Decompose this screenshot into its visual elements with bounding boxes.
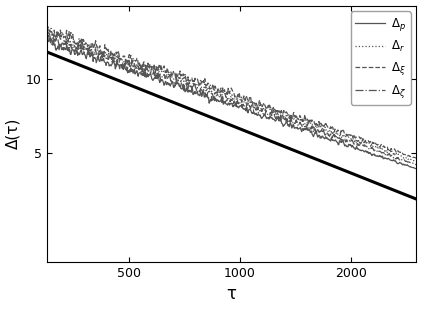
X-axis label: τ: τ	[227, 286, 237, 303]
$\Delta_r$	[263, 110, 268, 113]
Legend: $\Delta_p$, $\Delta_r$, $\Delta_\xi$, $\Delta_\zeta$: $\Delta_p$, $\Delta_r$, $\Delta_\xi$, $\…	[351, 11, 411, 105]
$\Delta_r$	[323, 128, 328, 132]
Line: $\Delta_\xi$: $\Delta_\xi$	[47, 27, 417, 158]
$\Delta_r$	[292, 116, 297, 120]
$\Delta_p$	[47, 36, 52, 40]
$\Delta_r$	[212, 88, 217, 92]
$\Delta_\zeta$	[323, 133, 328, 136]
$\Delta_p$	[212, 99, 217, 103]
$\Delta_\xi$	[44, 29, 49, 32]
$\Delta_p$	[323, 135, 328, 138]
$\Delta_p$	[292, 126, 297, 130]
$\Delta_\zeta$	[44, 35, 49, 39]
$\Delta_r$	[49, 27, 54, 30]
$\Delta_p$	[44, 40, 49, 43]
Line: $\Delta_\zeta$: $\Delta_\zeta$	[47, 32, 417, 165]
$\Delta_\xi$	[414, 156, 419, 160]
$\Delta_r$	[44, 32, 49, 36]
$\Delta_\zeta$	[140, 67, 145, 70]
$\Delta_p$	[110, 58, 115, 62]
$\Delta_\zeta$	[110, 56, 115, 60]
$\Delta_p$	[140, 72, 145, 75]
$\Delta_\xi$	[323, 121, 328, 124]
$\Delta_r$	[414, 159, 419, 163]
$\Delta_\zeta$	[47, 31, 52, 34]
$\Delta_p$	[263, 114, 268, 118]
Line: $\Delta_p$: $\Delta_p$	[47, 38, 417, 169]
$\Delta_\xi$	[140, 63, 145, 66]
$\Delta_\xi$	[263, 104, 268, 108]
$\Delta_p$	[414, 167, 419, 171]
$\Delta_\zeta$	[212, 91, 217, 95]
$\Delta_\zeta$	[263, 112, 268, 116]
$\Delta_\xi$	[292, 113, 297, 116]
$\Delta_\zeta$	[292, 121, 297, 124]
$\Delta_\xi$	[46, 25, 51, 29]
Line: $\Delta_r$: $\Delta_r$	[47, 28, 417, 161]
$\Delta_\xi$	[110, 51, 115, 55]
$\Delta_r$	[110, 55, 115, 59]
Y-axis label: Δ(τ): Δ(τ)	[5, 118, 21, 150]
$\Delta_r$	[140, 64, 145, 67]
$\Delta_\zeta$	[414, 163, 419, 167]
$\Delta_\xi$	[212, 87, 217, 90]
